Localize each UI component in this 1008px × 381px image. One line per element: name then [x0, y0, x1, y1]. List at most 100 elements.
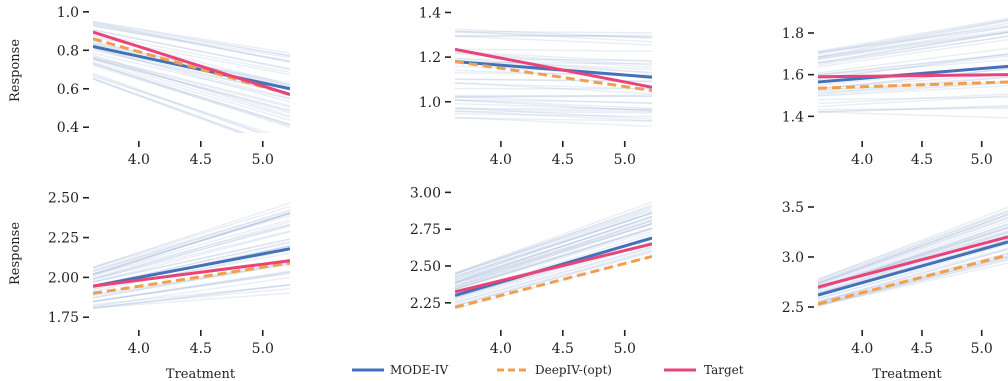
background-line [93, 249, 290, 292]
y-tick-label: 2.50 [48, 191, 79, 207]
background-line [455, 30, 652, 43]
background-line [93, 47, 290, 99]
background-line [818, 53, 1008, 76]
y-tick-label: 2.75 [410, 222, 441, 238]
background-line [818, 259, 1008, 307]
background-line [818, 26, 1008, 54]
background-line [455, 230, 652, 290]
panels-group: 0.4 0.6 0.8 1.0 4.0 4.5 5.0 Response 1.0 1.2 1.4 4.… [8, 5, 1008, 381]
background-line [455, 247, 652, 304]
x-tick-label: 4.5 [911, 152, 933, 168]
background-line [93, 270, 290, 303]
y-tick-label: 3.0 [782, 250, 804, 266]
background-line [455, 30, 652, 34]
background-line [93, 20, 290, 54]
background-line [93, 54, 290, 117]
background-line [818, 213, 1008, 285]
x-tick-label: 4.0 [851, 341, 873, 357]
background-line [93, 212, 290, 271]
background-line [455, 57, 652, 74]
background-line [455, 34, 652, 38]
background-line [455, 96, 652, 105]
background-line [818, 220, 1008, 288]
y-axis-title: Response [8, 222, 23, 285]
background-line [93, 221, 290, 280]
background-line [455, 227, 652, 290]
background-line [455, 59, 652, 71]
background-line [455, 58, 652, 62]
background-line [93, 57, 290, 114]
background-line [93, 209, 290, 273]
background-line [93, 270, 290, 303]
background-line [93, 56, 290, 108]
background-line [93, 23, 290, 62]
background-line [455, 61, 652, 65]
background-line [455, 246, 652, 304]
background-line [818, 53, 1008, 76]
background-line [455, 211, 652, 280]
background-line [455, 99, 652, 104]
x-tick-label: 5.0 [252, 152, 274, 168]
x-tick-label: 4.0 [128, 152, 150, 168]
background-line [455, 250, 652, 307]
series-line-deepiv-opt [455, 254, 652, 309]
y-tick-label: 1.6 [782, 68, 804, 84]
background-line [455, 205, 652, 274]
background-line [455, 94, 652, 97]
background-line [455, 82, 652, 90]
background-lines [818, 206, 1008, 307]
background-lines [455, 201, 652, 310]
series-line-target [93, 259, 290, 288]
background-line [818, 258, 1008, 307]
background-line [93, 64, 290, 127]
background-line [455, 103, 652, 111]
background-line [93, 78, 242, 133]
x-tick-label: 4.0 [851, 152, 873, 168]
background-line [455, 48, 652, 53]
y-tick-label: 1.0 [419, 95, 441, 111]
background-line [818, 82, 1008, 96]
background-line [93, 230, 290, 280]
x-tick-label: 4.0 [128, 341, 150, 357]
background-line [455, 31, 652, 39]
background-line [818, 213, 1008, 284]
background-line [93, 223, 290, 276]
series-line-target [455, 242, 652, 294]
background-line [455, 215, 652, 283]
background-line [818, 215, 1008, 284]
background-line [455, 117, 652, 122]
background-line [93, 61, 290, 121]
background-line [93, 29, 290, 70]
x-tick-label: 5.0 [614, 341, 636, 357]
background-line [818, 31, 1008, 64]
y-tick-label: 2.50 [410, 259, 441, 275]
background-line [818, 19, 1008, 54]
background-line [93, 238, 290, 284]
background-line [93, 263, 290, 297]
x-tick-label: 4.5 [190, 341, 212, 357]
y-tick-label: 1.0 [57, 5, 79, 21]
background-line [455, 82, 652, 95]
background-line [455, 208, 652, 275]
x-tick-label: 4.0 [490, 152, 512, 168]
background-line [818, 252, 1008, 303]
background-line [455, 94, 652, 98]
y-tick-label: 3.5 [782, 200, 804, 216]
background-line [455, 251, 652, 307]
background-line [93, 292, 290, 309]
background-line [93, 28, 290, 71]
background-line [455, 223, 652, 288]
background-line [818, 106, 1008, 113]
background-line [93, 212, 290, 275]
background-line [93, 214, 290, 272]
background-line [93, 231, 290, 283]
x-tick-label: 4.5 [190, 152, 212, 168]
legend-label-mode-iv: MODE-IV [390, 363, 449, 377]
background-line [818, 262, 1008, 307]
background-line [818, 20, 1008, 58]
series-line-deepiv-opt [818, 253, 1008, 306]
background-lines [818, 17, 1008, 119]
y-tick-label: 0.8 [57, 43, 79, 59]
background-line [455, 207, 652, 275]
